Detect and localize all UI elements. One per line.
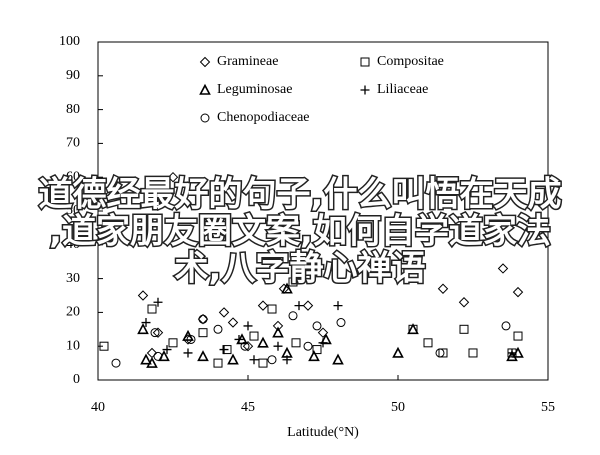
scatter-point bbox=[258, 358, 268, 368]
legend-label: Compositae bbox=[377, 54, 444, 69]
scatter-point bbox=[438, 348, 448, 358]
scatter-point bbox=[257, 300, 269, 311]
scatter-point bbox=[512, 286, 524, 298]
scatter-point bbox=[513, 331, 523, 341]
scatter-point bbox=[137, 323, 149, 335]
scatter-point bbox=[227, 317, 239, 328]
scatter-point bbox=[141, 318, 151, 328]
x-tick-label: 55 bbox=[541, 400, 555, 415]
x-tick-label: 50 bbox=[391, 400, 405, 415]
scatter-point bbox=[437, 283, 449, 294]
legend-label: Liliaceae bbox=[377, 82, 428, 97]
scatter-point bbox=[186, 334, 196, 344]
scatter-point bbox=[267, 355, 277, 365]
scatter-point bbox=[167, 171, 179, 183]
scatter-point bbox=[219, 345, 229, 355]
scatter-point bbox=[272, 320, 284, 332]
scatter-point bbox=[197, 350, 209, 362]
y-tick-label: 80 bbox=[66, 102, 80, 117]
scatter-point bbox=[152, 327, 164, 338]
scatter-point bbox=[198, 328, 208, 338]
scatter-point bbox=[459, 324, 469, 334]
legend-marker bbox=[360, 85, 370, 95]
scatter-point bbox=[435, 348, 445, 358]
scatter-point bbox=[407, 323, 419, 335]
scatter-point bbox=[458, 297, 470, 308]
scatter-point bbox=[240, 341, 250, 351]
scatter-point bbox=[332, 353, 344, 365]
scatter-point bbox=[150, 328, 160, 338]
scatter-point bbox=[288, 277, 298, 287]
y-tick-label: 100 bbox=[59, 34, 80, 49]
y-tick-label: 10 bbox=[66, 338, 80, 353]
y-tick-label: 50 bbox=[66, 203, 80, 218]
scatter-point bbox=[249, 331, 259, 341]
scatter-point bbox=[468, 348, 478, 358]
legend-marker bbox=[360, 57, 370, 67]
legend-marker bbox=[200, 113, 210, 123]
scatter-point bbox=[423, 338, 433, 348]
legend-marker bbox=[199, 83, 211, 95]
y-tick-label: 60 bbox=[66, 169, 80, 184]
scatter-point bbox=[218, 307, 230, 318]
scatter-point bbox=[242, 340, 254, 352]
y-tick-label: 30 bbox=[66, 271, 80, 286]
scatter-point bbox=[153, 351, 163, 361]
scatter-point bbox=[168, 338, 178, 348]
overlay-text: 术,八字静心禅语 bbox=[175, 249, 426, 289]
scatter-point bbox=[312, 321, 322, 331]
scatter-point bbox=[140, 353, 152, 365]
scatter-point bbox=[234, 334, 244, 344]
scatter-point bbox=[273, 341, 283, 351]
scatter-point bbox=[183, 348, 193, 358]
scatter-point bbox=[318, 338, 328, 348]
y-tick-label: 20 bbox=[66, 305, 80, 320]
legend-label: Gramineae bbox=[217, 54, 278, 69]
y-tick-label: 40 bbox=[66, 237, 80, 252]
scatter-point bbox=[137, 290, 149, 301]
scatter-point bbox=[272, 326, 284, 338]
scatter-point bbox=[308, 350, 320, 362]
scatter-point bbox=[162, 345, 172, 355]
scatter-point bbox=[501, 321, 511, 331]
legend-label: Chenopodiaceae bbox=[217, 110, 310, 125]
overlay-text: 道德经最好的句子,什么叫悟在天成 bbox=[39, 175, 562, 215]
scatter-point bbox=[99, 341, 109, 351]
x-tick-label: 45 bbox=[241, 400, 255, 415]
x-axis-label: Latitude(°N) bbox=[287, 425, 359, 440]
scatter-point bbox=[111, 358, 121, 368]
scatter-point bbox=[317, 327, 329, 338]
scatter-point bbox=[303, 341, 313, 351]
legend-marker bbox=[199, 56, 211, 68]
scatter-point bbox=[282, 355, 292, 365]
scatter-point bbox=[497, 263, 509, 274]
x-tick-label: 40 bbox=[91, 400, 105, 415]
overlay-text: ,道家朋友圈文案,如何自学道家法 bbox=[49, 212, 551, 252]
y-tick-label: 90 bbox=[66, 68, 80, 83]
legend-label: Leguminosae bbox=[217, 82, 292, 97]
scatter-point bbox=[213, 358, 223, 368]
scatter-point bbox=[227, 353, 239, 365]
y-tick-label: 0 bbox=[73, 372, 80, 387]
y-tick-label: 70 bbox=[66, 136, 80, 151]
scatter-point bbox=[288, 311, 298, 321]
scatter-point bbox=[507, 348, 517, 358]
scatter-point bbox=[243, 321, 253, 331]
scatter-point bbox=[147, 304, 157, 314]
scatter-point bbox=[336, 318, 346, 328]
scatter-point bbox=[267, 304, 277, 314]
scatter-point bbox=[249, 355, 259, 365]
scatter-point bbox=[257, 336, 269, 348]
scatter-point bbox=[291, 338, 301, 348]
scatter-point bbox=[198, 314, 208, 324]
scatter-point bbox=[302, 300, 314, 311]
scatter-point bbox=[281, 282, 293, 294]
scatter-point bbox=[294, 301, 304, 311]
scatter-point bbox=[312, 345, 322, 355]
scatter-point bbox=[153, 297, 163, 307]
scatter-point bbox=[213, 324, 223, 334]
scatter-point bbox=[333, 301, 343, 311]
scatter-point bbox=[392, 346, 404, 358]
